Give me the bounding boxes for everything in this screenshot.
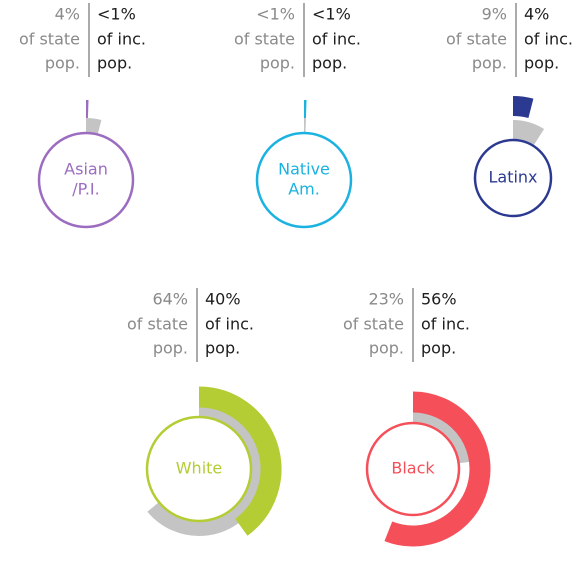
state-caption: pop.	[45, 54, 80, 73]
group-circle	[473, 138, 553, 218]
inc-caption: pop.	[312, 54, 347, 73]
inc-arc	[198, 386, 282, 536]
state-caption: pop.	[369, 339, 404, 358]
state-caption: pop.	[260, 54, 295, 73]
inc-arc	[384, 391, 491, 547]
state-caption: of state	[127, 315, 188, 334]
state-value: <1%	[256, 5, 295, 24]
state-value: 4%	[55, 5, 80, 24]
group-label: /P.I.	[72, 180, 99, 199]
state-caption: of state	[234, 30, 295, 49]
group-label: Black	[391, 459, 435, 478]
group-label: Asian	[64, 160, 108, 179]
inc-caption: pop.	[97, 54, 132, 73]
state-value: 9%	[482, 5, 507, 24]
state-caption: pop.	[472, 54, 507, 73]
state-arc	[85, 118, 102, 136]
group-circle	[255, 131, 353, 229]
state-caption: of state	[343, 315, 404, 334]
inc-value: <1%	[97, 5, 136, 24]
inc-caption: of inc.	[97, 30, 146, 49]
inc-caption: of inc.	[312, 30, 361, 49]
group-circle	[37, 131, 135, 229]
inc-caption: of inc.	[421, 315, 470, 334]
state-arc	[412, 407, 475, 464]
inc-value: <1%	[312, 5, 351, 24]
state-value: 23%	[368, 290, 404, 309]
group-label: Native	[278, 160, 330, 179]
inc-caption: pop.	[205, 339, 240, 358]
inc-caption: of inc.	[205, 315, 254, 334]
inc-value: 4%	[524, 5, 549, 24]
group-label: Latinx	[488, 168, 537, 187]
inc-caption: pop.	[421, 339, 456, 358]
inc-arc	[512, 95, 534, 119]
state-caption: pop.	[153, 339, 188, 358]
state-arc	[512, 120, 545, 147]
inc-value: 56%	[421, 290, 457, 309]
state-value: 64%	[152, 290, 188, 309]
state-caption: of state	[446, 30, 507, 49]
inc-caption: pop.	[524, 54, 559, 73]
group-label: Am.	[288, 180, 320, 199]
inc-value: 40%	[205, 290, 241, 309]
inc-caption: of inc.	[524, 30, 573, 49]
group-label: White	[176, 459, 223, 478]
group-circle	[365, 421, 461, 517]
state-caption: of state	[19, 30, 80, 49]
group-circle	[145, 415, 253, 523]
state-arc	[147, 402, 266, 536]
